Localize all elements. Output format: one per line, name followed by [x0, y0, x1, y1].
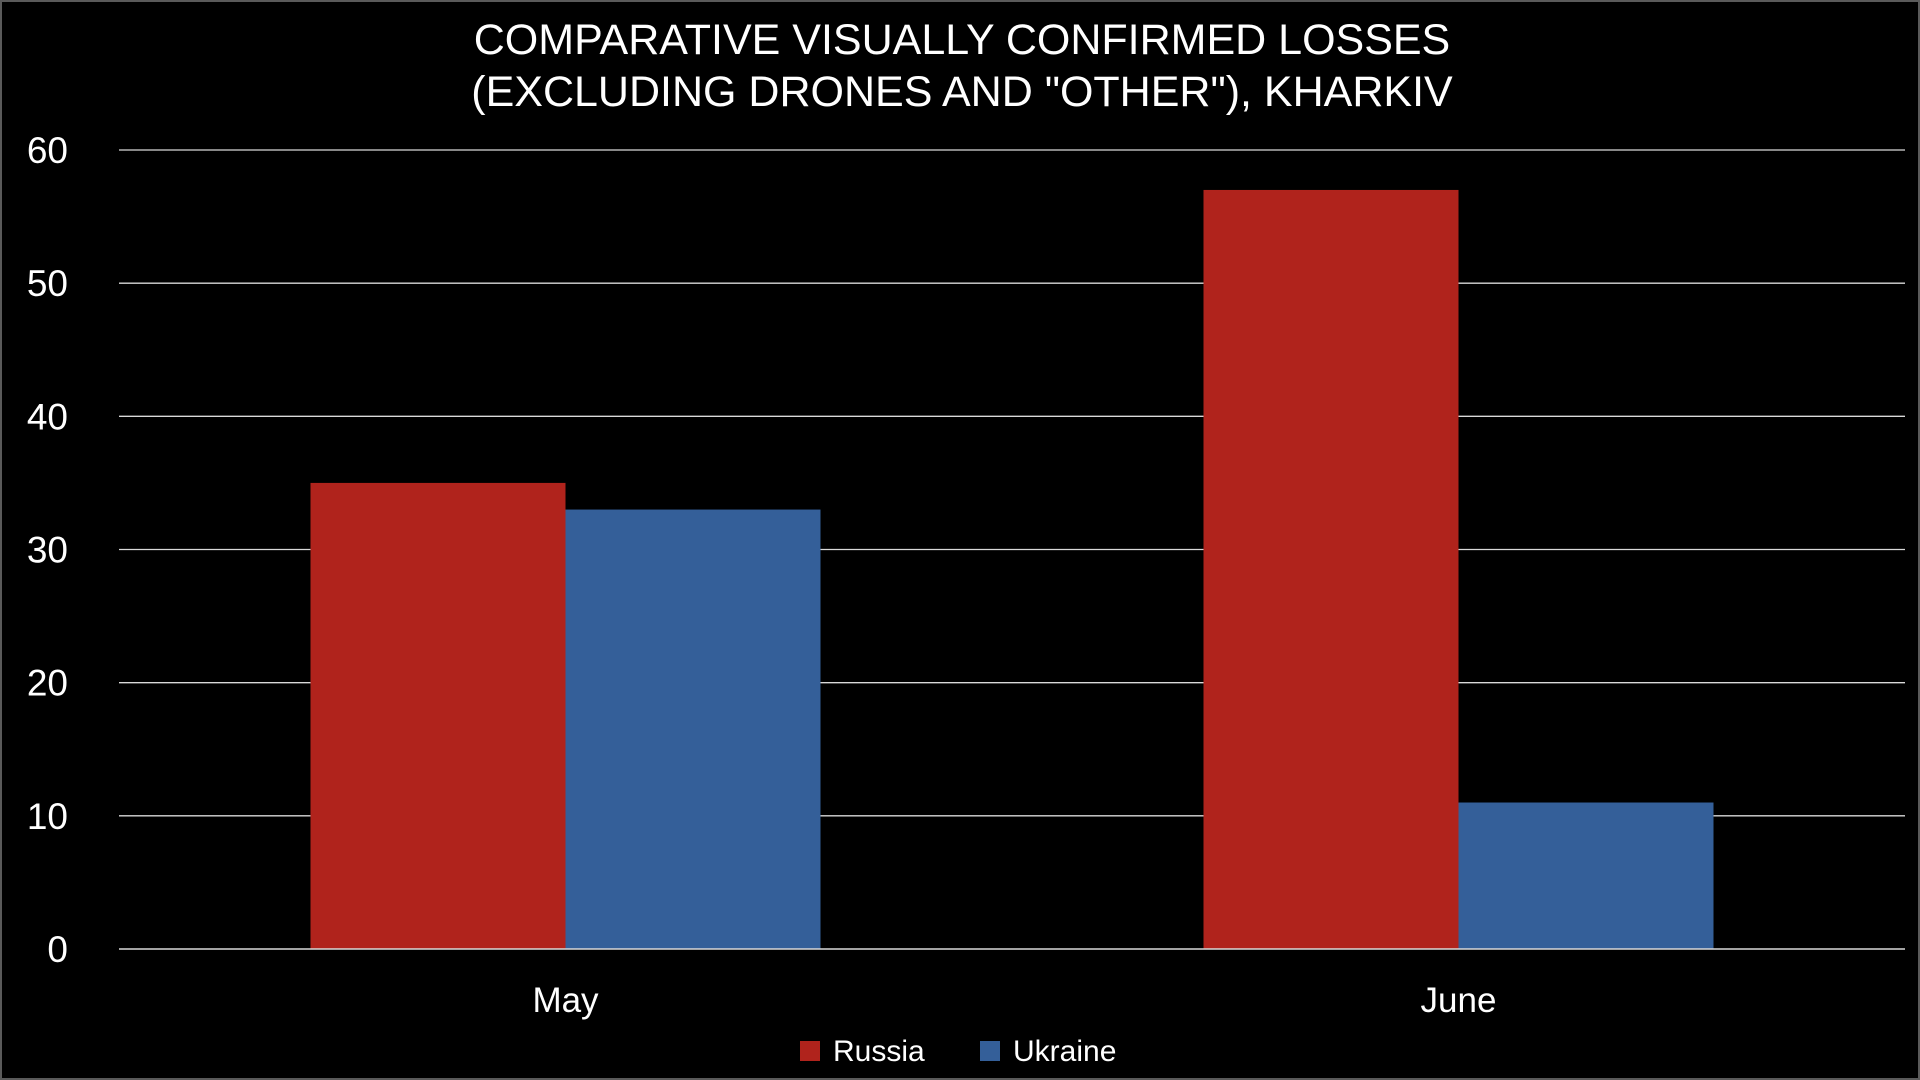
y-tick-label: 40	[27, 396, 68, 437]
y-axis-tick-labels: 0 10 20 30 40 50 60	[27, 130, 68, 970]
legend-swatch-russia	[800, 1041, 820, 1061]
chart-title-line-1: COMPARATIVE VISUALLY CONFIRMED LOSSES	[474, 16, 1451, 64]
chart-title: COMPARATIVE VISUALLY CONFIRMED LOSSES (E…	[471, 16, 1453, 116]
chart-title-line-2: (EXCLUDING DRONES AND "OTHER"), KHARKIV	[471, 68, 1453, 116]
legend: Russia Ukraine	[800, 1035, 1116, 1068]
y-tick-label: 20	[27, 663, 68, 704]
x-category-label: May	[532, 981, 599, 1020]
bars	[310, 189, 1714, 949]
y-tick-label: 50	[27, 263, 68, 304]
legend-swatch-ukraine	[980, 1041, 1000, 1061]
bar-ukraine-may	[565, 509, 821, 949]
bar-ukraine-june	[1458, 802, 1714, 949]
y-tick-label: 30	[27, 530, 68, 571]
y-tick-label: 60	[27, 130, 68, 171]
y-tick-label: 0	[47, 929, 68, 970]
y-tick-label: 10	[27, 796, 68, 837]
x-category-label: June	[1421, 981, 1497, 1020]
bar-russia-may	[310, 482, 566, 949]
legend-label-russia: Russia	[833, 1035, 925, 1068]
x-axis-category-labels: May June	[532, 981, 1496, 1020]
legend-label-ukraine: Ukraine	[1013, 1035, 1116, 1068]
bar-russia-june	[1203, 189, 1459, 949]
